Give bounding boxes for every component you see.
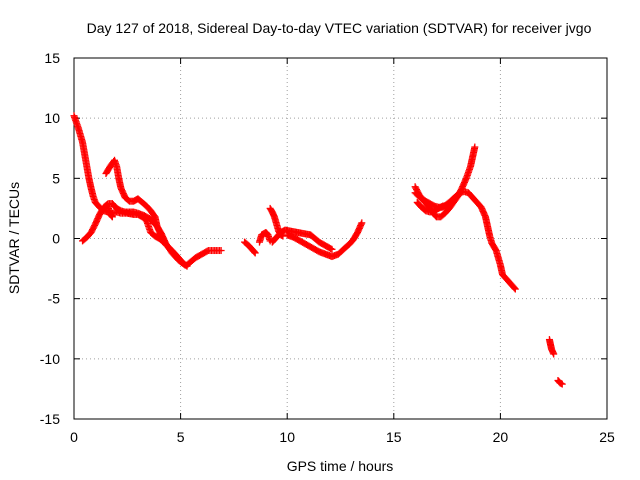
x-tick-label: 0 xyxy=(70,429,78,445)
x-tick-label: 5 xyxy=(177,429,185,445)
y-tick-label: 0 xyxy=(52,231,60,247)
data-point xyxy=(107,211,115,219)
y-tick-label: -15 xyxy=(40,411,60,427)
data-point xyxy=(558,380,566,388)
x-tick-label: 10 xyxy=(279,429,295,445)
data-point xyxy=(250,247,258,255)
data-point xyxy=(251,248,259,256)
y-tick-label: -5 xyxy=(48,291,61,307)
x-tick-label: 20 xyxy=(493,429,509,445)
y-axis-label: SDTVAR / TECUs xyxy=(6,182,22,294)
axis-ticks: 0 5 10 15 20 25 -15 -10 -5 0 5 10 15 xyxy=(40,50,615,445)
data-point xyxy=(251,249,259,257)
data-point xyxy=(108,212,116,220)
chart-title: Day 127 of 2018, Sidereal Day-to-day VTE… xyxy=(87,20,592,36)
data-point xyxy=(328,245,336,253)
y-tick-label: 15 xyxy=(44,50,60,66)
x-axis-label: GPS time / hours xyxy=(287,458,394,474)
y-tick-label: -10 xyxy=(40,351,60,367)
data-point xyxy=(217,247,225,255)
x-tick-label: 15 xyxy=(386,429,402,445)
y-tick-label: 10 xyxy=(44,110,60,126)
y-tick-label: 5 xyxy=(52,170,60,186)
data-point xyxy=(443,202,451,210)
data-point xyxy=(550,350,558,358)
data-point xyxy=(358,219,366,227)
data-point xyxy=(471,143,479,151)
data-point xyxy=(511,285,519,293)
data-point xyxy=(327,245,335,253)
x-tick-label: 25 xyxy=(599,429,615,445)
data-points xyxy=(70,112,566,388)
data-point xyxy=(510,284,518,292)
data-point xyxy=(108,213,116,221)
